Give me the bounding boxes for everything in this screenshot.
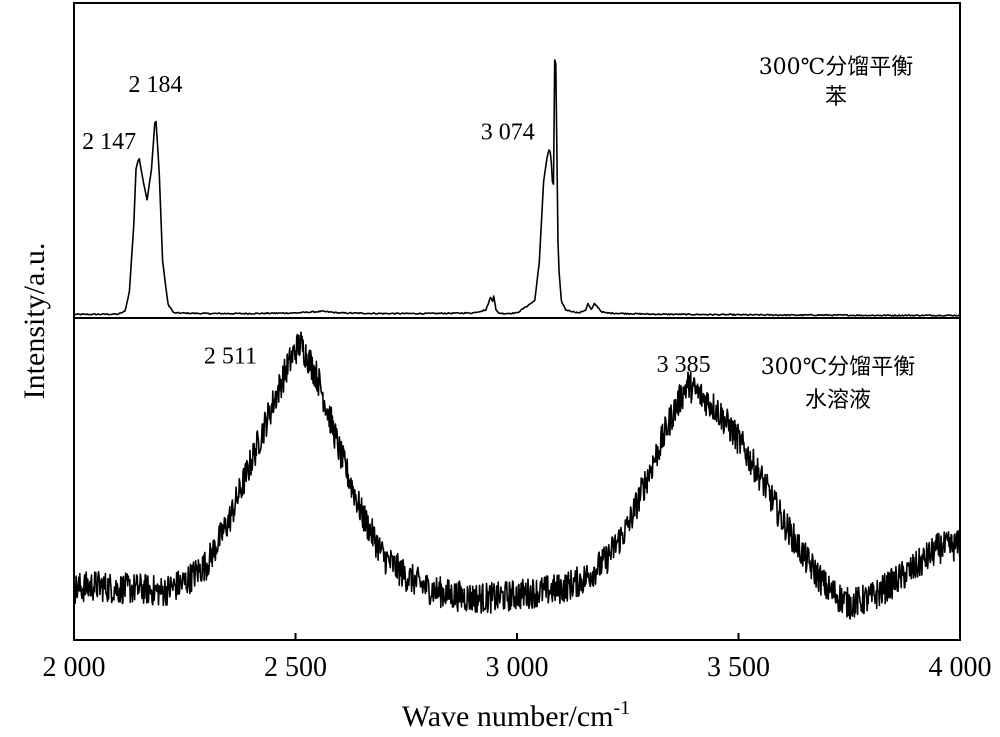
top-sample-label-line2: 苯 (825, 85, 847, 110)
x-tick-label: 3 500 (707, 652, 770, 683)
top-sample-label-line1: 300℃分馏平衡 (759, 55, 914, 80)
top-peak-label: 2 147 (82, 129, 136, 155)
bottom-sample-label-line1: 300℃分馏平衡 (761, 355, 916, 380)
x-tick-label: 2 000 (43, 652, 106, 683)
bottom-panel-traces (73, 331, 961, 620)
x-tick-label: 3 000 (486, 652, 549, 683)
bottom-peak-label: 2 511 (204, 344, 257, 370)
top-panel-traces (73, 59, 961, 317)
bottom-sample-label-line2: 水溶液 (805, 388, 871, 413)
x-axis-ticks: 2 000 2 500 3 000 3 500 4 000 (43, 633, 992, 683)
bottom-spectrum-line (73, 331, 961, 620)
top-peak-label: 2 184 (129, 72, 183, 98)
x-tick-label: 4 000 (929, 652, 992, 683)
x-tick-label: 2 500 (264, 652, 327, 683)
bottom-peak-label: 3 385 (657, 352, 711, 378)
x-axis-title-superscript: -1 (614, 697, 631, 719)
y-axis-title: Intensity/a.u. (18, 243, 51, 400)
top-spectrum-line (73, 59, 961, 317)
x-axis-title-main: Wave number/cm (402, 700, 614, 733)
top-peak-label: 3 074 (481, 120, 535, 146)
x-axis-title: Wave number/cm-1 (402, 697, 630, 733)
